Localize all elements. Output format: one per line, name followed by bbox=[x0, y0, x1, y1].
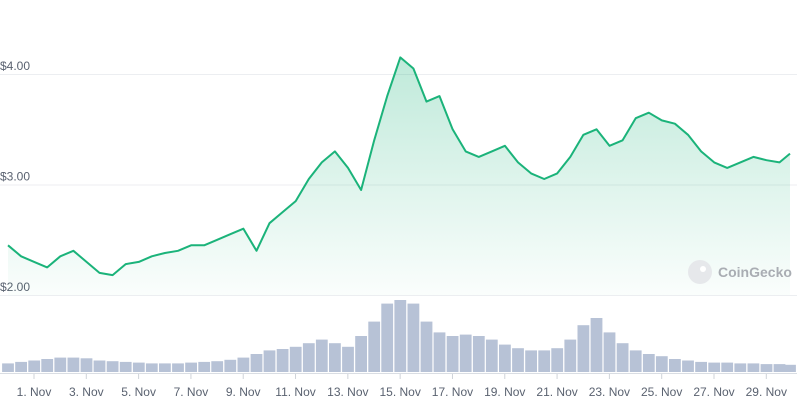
volume-bar bbox=[106, 361, 119, 372]
x-tick-label: 1. Nov bbox=[17, 385, 52, 399]
gecko-logo-icon bbox=[688, 260, 712, 284]
volume-bar bbox=[760, 364, 773, 372]
volume-bar bbox=[159, 363, 171, 372]
x-tick-label: 11. Nov bbox=[275, 385, 315, 399]
volume-bar bbox=[551, 348, 564, 372]
volume-bar bbox=[15, 361, 27, 372]
y-tick-label: $4.00 bbox=[0, 59, 30, 73]
volume-bar bbox=[655, 356, 668, 372]
volume-bar bbox=[459, 334, 472, 372]
x-tick-label: 5. Nov bbox=[121, 385, 156, 399]
volume-bar bbox=[407, 303, 420, 372]
volume-bar bbox=[2, 363, 14, 372]
volume-bar bbox=[784, 364, 796, 372]
x-tick-label: 3. Nov bbox=[69, 385, 104, 399]
volume-bar bbox=[538, 350, 551, 372]
volume-bar bbox=[329, 343, 341, 372]
volume-bar bbox=[119, 361, 132, 372]
volume-bar bbox=[629, 350, 642, 372]
volume-bar bbox=[80, 358, 93, 372]
volume-bar bbox=[485, 339, 498, 372]
volume-bar bbox=[368, 321, 381, 372]
volume-bar bbox=[198, 361, 211, 372]
volume-bar bbox=[577, 325, 590, 372]
price-area bbox=[8, 57, 790, 296]
volume-bar bbox=[721, 362, 734, 372]
volume-bar bbox=[708, 362, 721, 372]
x-tick-label: 27. Nov bbox=[693, 385, 734, 399]
x-tick-label: 21. Nov bbox=[536, 385, 577, 399]
volume-bar bbox=[315, 339, 328, 372]
x-axis-ticks: 1. Nov 3. Nov 5. Nov 7. Nov 9. Nov 11. Nov 13.… bbox=[17, 374, 787, 399]
volume-bar bbox=[747, 363, 760, 372]
y-tick-label: $3.00 bbox=[0, 170, 30, 184]
watermark-text: CoinGecko bbox=[718, 264, 792, 280]
volume-bar bbox=[342, 346, 354, 372]
volume-bar bbox=[381, 303, 394, 372]
volume-bar bbox=[93, 360, 106, 372]
volume-bar bbox=[263, 350, 276, 372]
x-tick-label: 19. Nov bbox=[484, 385, 525, 399]
volume-bar bbox=[172, 363, 184, 372]
volume-bar bbox=[145, 363, 158, 372]
volume-bar bbox=[394, 300, 407, 372]
volume-bar bbox=[132, 362, 145, 372]
x-tick-label: 15. Nov bbox=[379, 385, 420, 399]
x-tick-label: 9. Nov bbox=[226, 385, 261, 399]
volume-bar bbox=[734, 363, 747, 372]
volume-bar bbox=[499, 344, 511, 372]
volume-bar bbox=[224, 359, 237, 372]
volume-series bbox=[2, 300, 796, 372]
volume-bar bbox=[590, 318, 603, 372]
volume-bar bbox=[669, 359, 681, 372]
volume-bar bbox=[355, 336, 367, 372]
volume-bar bbox=[237, 357, 250, 372]
volume-bar bbox=[446, 336, 459, 372]
volume-bar bbox=[472, 336, 485, 372]
x-tick-label: 7. Nov bbox=[174, 385, 209, 399]
volume-bar bbox=[616, 343, 629, 372]
volume-bar bbox=[211, 361, 224, 372]
volume-bar bbox=[302, 343, 315, 372]
volume-bar bbox=[603, 332, 616, 372]
x-tick-label: 25. Nov bbox=[641, 385, 682, 399]
volume-bar bbox=[67, 357, 80, 372]
volume-bar bbox=[433, 332, 446, 372]
volume-bar bbox=[250, 354, 263, 372]
volume-bar bbox=[525, 350, 537, 372]
volume-bar bbox=[564, 339, 577, 372]
volume-bar bbox=[695, 361, 707, 372]
volume-bar bbox=[420, 321, 433, 372]
x-tick-label: 13. Nov bbox=[327, 385, 368, 399]
volume-bar bbox=[28, 360, 41, 372]
volume-bar bbox=[773, 364, 786, 372]
volume-bar bbox=[185, 362, 197, 372]
x-tick-label: 17. Nov bbox=[432, 385, 473, 399]
volume-bar bbox=[276, 349, 289, 372]
volume-bar bbox=[41, 359, 54, 372]
x-tick-label: 23. Nov bbox=[589, 385, 630, 399]
volume-bar bbox=[289, 346, 302, 372]
gecko-eye-icon bbox=[700, 266, 706, 272]
x-tick-label: 29. Nov bbox=[746, 385, 787, 399]
volume-bar bbox=[642, 354, 655, 372]
volume-bar bbox=[512, 348, 524, 372]
price-series bbox=[7, 56, 791, 296]
volume-bar bbox=[54, 357, 67, 372]
coingecko-watermark: CoinGecko bbox=[688, 260, 792, 284]
volume-bar bbox=[682, 360, 694, 372]
